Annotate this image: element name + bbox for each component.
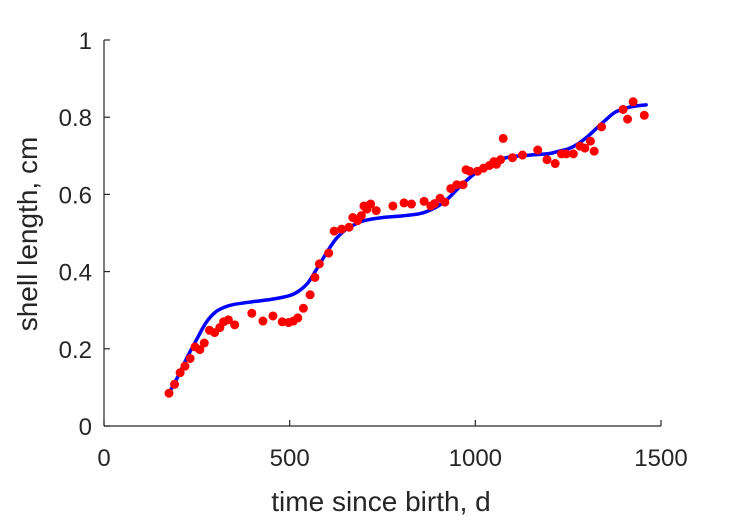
fit-curve bbox=[167, 103, 648, 395]
data-point bbox=[458, 180, 468, 190]
data-point bbox=[399, 198, 409, 208]
data-point bbox=[597, 122, 607, 132]
data-point bbox=[550, 159, 560, 169]
y-tick-label: 0.6 bbox=[59, 182, 92, 209]
data-point bbox=[258, 316, 268, 326]
data-point bbox=[310, 272, 320, 282]
data-point bbox=[628, 97, 638, 107]
data-point bbox=[366, 199, 376, 209]
data-point bbox=[371, 206, 381, 216]
data-point bbox=[314, 259, 324, 269]
y-tick-label: 0.8 bbox=[59, 105, 92, 132]
data-point bbox=[180, 361, 190, 371]
data-point bbox=[185, 353, 195, 363]
data-point bbox=[164, 388, 174, 398]
data-point bbox=[517, 150, 527, 160]
data-point bbox=[388, 201, 398, 211]
data-point bbox=[585, 136, 595, 146]
data-point bbox=[329, 226, 339, 236]
data-point bbox=[623, 114, 633, 124]
data-point bbox=[195, 345, 205, 355]
data-point bbox=[440, 197, 450, 207]
data-point bbox=[268, 311, 278, 321]
data-point bbox=[324, 248, 334, 258]
data-point bbox=[344, 222, 354, 232]
data-point bbox=[498, 133, 508, 143]
y-axis-label: shell length, cm bbox=[12, 137, 43, 332]
data-point bbox=[561, 149, 571, 159]
x-tick-label: 500 bbox=[270, 445, 310, 472]
axes: 0 500 1000 1500 0 0.2 0.4 0.6 0.8 1 bbox=[59, 28, 688, 472]
x-axis-label: time since birth, d bbox=[271, 486, 490, 517]
data-point bbox=[419, 196, 429, 206]
data-point bbox=[533, 145, 543, 155]
data-point bbox=[199, 338, 209, 348]
data-point bbox=[639, 110, 649, 120]
y-tick-label: 1 bbox=[79, 28, 92, 55]
data-point bbox=[452, 180, 462, 190]
data-point bbox=[293, 313, 303, 323]
data-point bbox=[542, 155, 552, 165]
x-tick-label: 1500 bbox=[634, 445, 687, 472]
y-tick-label: 0.4 bbox=[59, 260, 92, 287]
x-tick-label: 1000 bbox=[449, 445, 502, 472]
data-point bbox=[507, 153, 517, 163]
data-point bbox=[298, 303, 308, 313]
data-point bbox=[230, 320, 240, 330]
data-point bbox=[223, 315, 233, 325]
data-point bbox=[496, 155, 506, 165]
data-point bbox=[175, 368, 185, 378]
data-point bbox=[356, 211, 366, 221]
y-tick-label: 0.2 bbox=[59, 337, 92, 364]
plot-marks bbox=[164, 97, 649, 398]
data-point bbox=[429, 199, 439, 209]
data-point bbox=[465, 166, 475, 176]
data-point bbox=[618, 104, 628, 114]
data-point bbox=[589, 146, 599, 156]
y-tick-label: 0 bbox=[79, 414, 92, 441]
x-tick-label: 0 bbox=[97, 445, 110, 472]
data-point bbox=[580, 143, 590, 153]
data-point bbox=[337, 224, 347, 234]
data-point bbox=[305, 290, 315, 300]
data-point bbox=[247, 308, 257, 318]
data-point bbox=[406, 199, 416, 209]
data-point bbox=[568, 149, 578, 159]
data-point bbox=[170, 379, 180, 389]
